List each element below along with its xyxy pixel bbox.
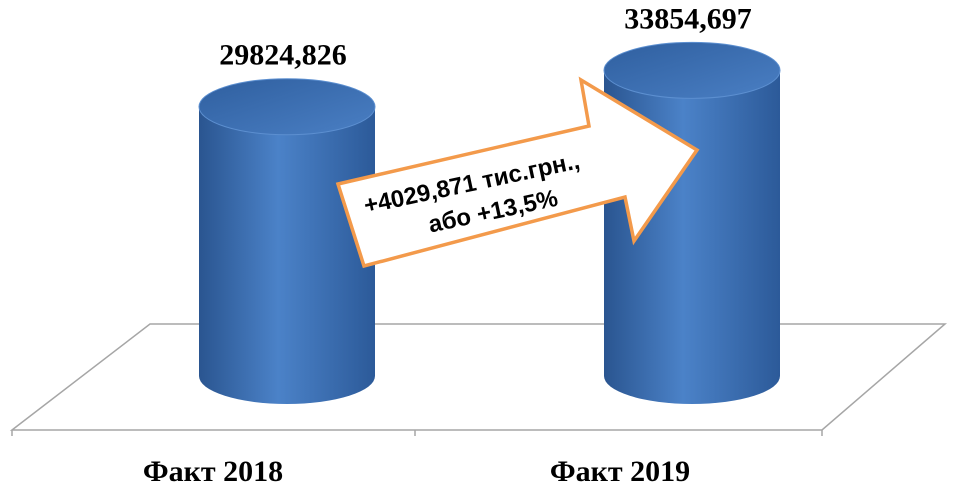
data-label-1: 29824,826 [219, 39, 347, 72]
category-labels: Факт 2018 Факт 2019 [143, 455, 690, 485]
bar-2-top [603, 41, 781, 99]
chart-floor [9, 323, 948, 436]
category-label-1: Факт 2018 [143, 455, 283, 485]
category-label-2: Факт 2019 [550, 455, 690, 485]
bar-1-top [198, 78, 376, 136]
callout-arrow-shape [335, 76, 700, 269]
data-label-2: 33854,697 [624, 2, 752, 35]
bar-1 [199, 106, 375, 404]
